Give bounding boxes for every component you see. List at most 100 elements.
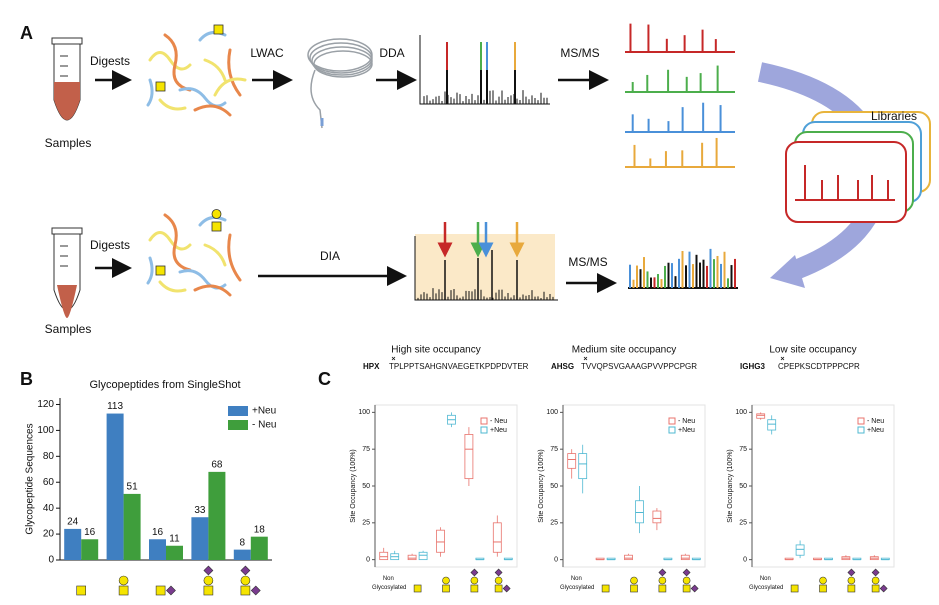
library-arrowhead [770,255,805,288]
y-tick-label: 40 [43,503,55,514]
bar [149,539,166,560]
bar [81,539,99,560]
step-label: Samples [45,322,92,336]
bar [233,549,251,560]
glycan-circle [494,576,503,585]
glycan-diamond [690,584,699,593]
glycan-circle [630,576,638,585]
glycan-circle [658,576,667,585]
y-tick-label: 100 [37,425,54,436]
y-tick-label: 25 [739,520,747,527]
msms-spectra [625,23,735,168]
bar [250,536,268,560]
step-label: Digests [90,238,130,252]
y-tick-label: 0 [554,556,558,563]
box [407,554,417,561]
box [756,413,766,419]
glycan-diamond [470,568,479,577]
y-tick-label: 0 [48,555,54,566]
box [652,510,662,524]
box [567,453,577,469]
step-label: DDA [379,46,404,60]
box-chart: Medium site occupancy AHSG TVVQPSVGAAAGPVV… [538,345,706,593]
glycan-diamond [658,568,667,577]
legend-swatch [480,417,488,425]
mixed-spectrum [628,248,738,289]
axis [419,35,550,105]
value-label: 16 [84,527,96,538]
x-tick-label: Non Glycosylated [372,576,406,591]
y-axis-label: Site Occupancy (100%) [538,449,545,523]
glycan-square [658,584,667,593]
step-label: MS/MS [560,46,599,60]
y-tick-label: 50 [739,483,747,490]
protein-name: HPX [363,362,380,371]
box [578,453,588,480]
glycan-diamond [682,568,691,577]
value-label: 8 [240,537,246,548]
glycan-circle [819,576,827,585]
bar [106,413,124,560]
peptide-sequence: TPLPPTSAHGNVAEGETKPDPDVTER [389,362,529,371]
box [418,551,428,561]
legend-label: +Neu [867,427,884,434]
y-tick-label: 80 [43,451,55,462]
site-marker [583,356,588,361]
y-tick-label: 0 [743,556,747,563]
y-tick-label: 100 [358,409,370,416]
glycan-diamond [240,565,251,576]
charts: Glycopeptides from SingleShot Glycopeptid… [25,345,895,596]
peptide-fragments [146,24,247,117]
box [795,544,805,556]
bar [64,528,82,560]
value-label: 24 [67,517,79,528]
chart-title: Medium site occupancy [572,345,677,356]
glycan-square [240,585,251,596]
legend-label: +Neu [252,406,276,417]
box [436,529,445,553]
glycan-diamond [250,585,261,596]
box [492,522,502,553]
box [635,500,644,524]
y-tick-label: 0 [366,556,370,563]
glycan-diamond [494,568,503,577]
glycan-circle [118,575,129,586]
y-tick-label: 75 [739,446,747,453]
y-tick-label: 100 [735,409,747,416]
glycan-circle [203,575,214,586]
legend-swatch [857,417,865,425]
legend-swatch [857,426,865,434]
glycan-square [871,584,880,593]
step-label: DIA [320,249,340,263]
value-label: 33 [194,505,206,516]
glycan-square [118,585,129,596]
legend-label: - Neu [490,418,507,425]
glycan-circle [847,576,856,585]
glycan-square [494,584,503,593]
glycan-circle [442,576,450,585]
protein-name: AHSG [551,362,574,371]
glycan-diamond [502,584,511,593]
panel-label: C [318,369,331,389]
bar-chart: Glycopeptides from SingleShot Glycopeptid… [25,379,276,596]
y-axis-label: Glycopeptide Sequences [25,423,36,534]
glycan-square [155,585,166,596]
step-label: Samples [45,136,92,150]
glycan-square [413,584,422,593]
glycan-diamond [847,568,856,577]
panel-label: A [20,23,33,43]
box [624,554,633,561]
glycan-square [819,584,827,593]
value-label: 113 [107,401,123,412]
axis [414,236,558,301]
glycan-square [790,584,799,593]
legend-label: - Neu [252,420,276,431]
box-chart: High site occupancy HPX TPLPPTSAHGNVAEGETK… [350,345,529,593]
glycan-circle [470,576,479,585]
y-tick-label: 25 [362,520,370,527]
legend-label: +Neu [678,427,695,434]
glycan-square [76,585,86,596]
glycan-square [847,584,856,593]
glycan-circle [682,576,691,585]
